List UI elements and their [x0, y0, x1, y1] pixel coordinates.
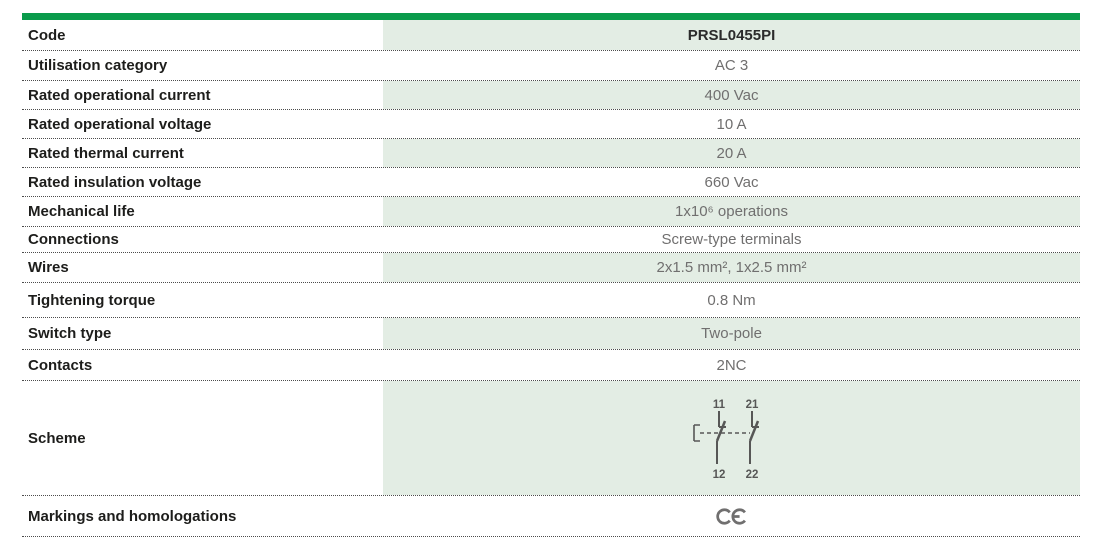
row-label: Connections [28, 231, 119, 248]
row-label: Contacts [28, 356, 93, 374]
table-row: Code PRSL0455PI [22, 20, 1080, 51]
row-label: Scheme [28, 429, 86, 447]
ce-mark-icon [715, 507, 746, 525]
table-row: Connections Screw-type terminals [22, 227, 1080, 253]
row-value: 660 Vac [704, 173, 759, 191]
table-row: Rated insulation voltage 660 Vac [22, 168, 1080, 197]
row-label: Utilisation category [28, 57, 168, 74]
table-row: Tightening torque 0.8 Nm [22, 283, 1080, 318]
table-row: Mechanical life 1x10⁶ operations [22, 197, 1080, 227]
row-label: Rated insulation voltage [28, 173, 202, 191]
nc-contacts-scheme-diagram: 11 21 12 22 [692, 399, 759, 481]
table-row: Rated thermal current 20 A [22, 139, 1080, 168]
table-row: Contacts 2NC [22, 350, 1080, 381]
markings-cell [383, 496, 1080, 536]
row-label: Switch type [28, 325, 112, 342]
table-row: Utilisation category AC 3 [22, 51, 1080, 81]
row-value: PRSL0455PI [383, 20, 1080, 50]
row-label: Code [28, 26, 66, 44]
table-row: Rated operational current 400 Vac [22, 81, 1080, 110]
scheme-cell: 11 21 12 22 [383, 381, 1080, 495]
accent-top-bar [22, 13, 1080, 20]
row-label: Tightening torque [28, 291, 156, 309]
table-row: Switch type Two-pole [22, 318, 1080, 350]
terminal-label: 21 [745, 399, 758, 411]
row-value: 10 A [716, 115, 747, 133]
row-value: 1x10⁶ operations [383, 197, 1080, 226]
row-label: Rated operational current [28, 86, 211, 104]
row-label: Wires [28, 259, 69, 276]
row-value: 2NC [716, 356, 747, 374]
terminal-label: 11 [712, 399, 725, 411]
row-value: Two-pole [383, 318, 1080, 349]
table-row: Wires 2x1.5 mm², 1x2.5 mm² [22, 253, 1080, 283]
spec-table: Code PRSL0455PI Utilisation category AC … [22, 13, 1080, 537]
terminal-label: 12 [712, 469, 725, 481]
row-value: 0.8 Nm [707, 291, 756, 309]
row-label: Rated thermal current [28, 144, 184, 162]
actuator-bracket-icon [692, 424, 700, 442]
row-label: Markings and homologations [28, 507, 237, 525]
table-row: Rated operational voltage 10 A [22, 110, 1080, 139]
row-label: Mechanical life [28, 203, 135, 220]
row-value: 2x1.5 mm², 1x2.5 mm² [383, 253, 1080, 282]
terminal-label: 22 [745, 469, 758, 481]
table-row-markings: Markings and homologations [22, 496, 1080, 537]
row-label: Rated operational voltage [28, 115, 212, 133]
row-value: 400 Vac [383, 81, 1080, 109]
row-value: Screw-type terminals [661, 231, 802, 248]
row-value: 20 A [383, 139, 1080, 167]
nc-contact-2 [748, 411, 759, 464]
row-value: AC 3 [714, 57, 749, 74]
nc-contact-1 [715, 411, 726, 464]
table-row-scheme: Scheme 11 21 12 22 [22, 381, 1080, 496]
